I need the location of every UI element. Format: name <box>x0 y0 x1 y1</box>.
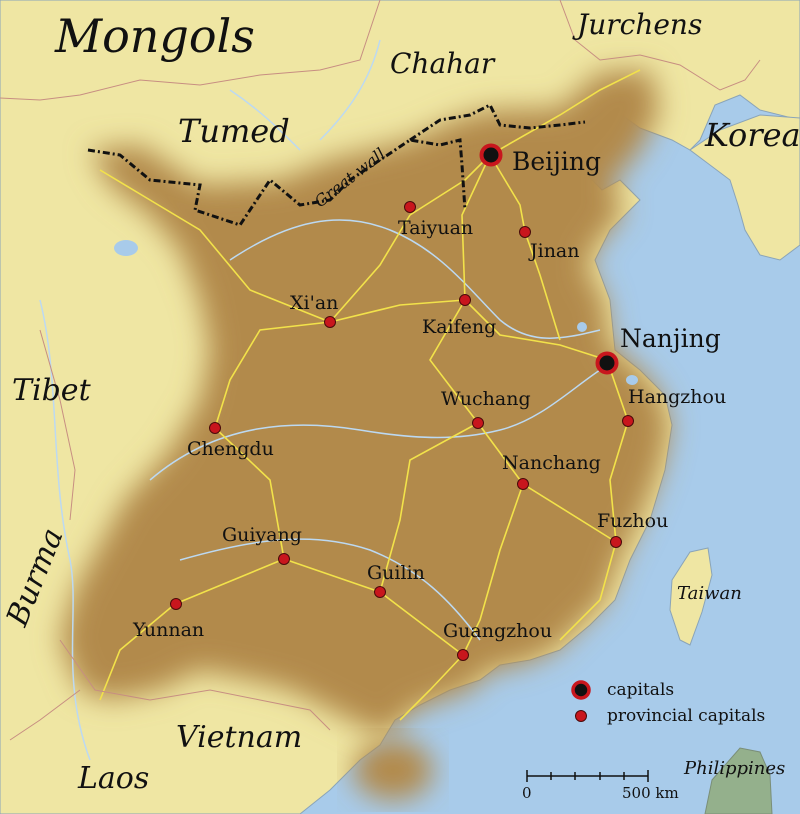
legend: capitals provincial capitals <box>571 680 765 726</box>
lake <box>114 240 138 256</box>
region-label-philippines: Philippines <box>683 758 785 779</box>
marker-guiyang <box>278 553 290 565</box>
city-label-fuzhou: Fuzhou <box>597 510 668 532</box>
ming-empire-territory <box>60 70 670 735</box>
marker-nanchang <box>517 478 529 490</box>
marker-hangzhou <box>622 415 634 427</box>
marker-fuzhou <box>610 536 622 548</box>
lake <box>626 375 638 385</box>
region-label-mongols: Mongols <box>54 9 255 63</box>
city-label-kaifeng: Kaifeng <box>422 316 496 338</box>
marker-taiyuan <box>404 201 416 213</box>
taiwan-land <box>669 547 713 646</box>
marker-chengdu <box>209 422 221 434</box>
roads <box>99 69 641 721</box>
region-label-laos: Laos <box>77 761 149 796</box>
marker-yunnan <box>170 598 182 610</box>
city-label-wuchang: Wuchang <box>441 388 531 410</box>
marker-wuchang <box>472 417 484 429</box>
legend-capital-marker <box>571 680 591 700</box>
scale-bar <box>526 770 649 782</box>
marker-kaifeng <box>459 294 471 306</box>
city-label-guilin: Guilin <box>367 562 425 584</box>
marker-jinan <box>519 226 531 238</box>
city-label-nanjing: Nanjing <box>620 324 721 353</box>
great-wall <box>409 102 586 142</box>
region-label-vietnam: Vietnam <box>176 720 302 755</box>
capital-marker-beijing <box>479 143 503 167</box>
region-label-taiwan: Taiwan <box>677 583 742 604</box>
region-label-chahar: Chahar <box>390 47 496 80</box>
city-label-guiyang: Guiyang <box>222 524 302 546</box>
city-label-hangzhou: Hangzhou <box>628 386 726 408</box>
marker-guangzhou <box>457 649 469 661</box>
region-label-tumed: Tumed <box>178 112 290 150</box>
provincial-capital-markers <box>170 201 634 661</box>
city-label-taiyuan: Taiyuan <box>398 217 473 239</box>
legend-label-provincial: provincial capitals <box>607 706 765 726</box>
rivers <box>39 39 601 761</box>
city-label-beijing: Beijing <box>512 147 601 176</box>
region-label-tibet: Tibet <box>12 373 92 408</box>
philippines-land <box>704 747 773 814</box>
legend-provincial-marker <box>575 710 587 722</box>
region-label-korea: Korea <box>704 116 800 154</box>
marker-guilin <box>374 586 386 598</box>
city-label-chengdu: Chengdu <box>187 438 274 460</box>
korea-land <box>689 114 800 261</box>
lake <box>577 322 587 332</box>
city-label-yunnan: Yunnan <box>132 619 204 641</box>
borders <box>0 0 761 741</box>
marker-xian <box>324 316 336 328</box>
legend-label-capitals: capitals <box>607 680 674 700</box>
scale-label-end: 500 km <box>622 784 679 802</box>
city-label-jinan: Jinan <box>528 240 580 262</box>
city-label-nanchang: Nanchang <box>502 452 601 474</box>
hainan-island <box>353 740 433 800</box>
city-label-xian: Xi'an <box>290 292 338 314</box>
region-label-jurchens: Jurchens <box>572 8 702 41</box>
city-label-guangzhou: Guangzhou <box>443 620 552 642</box>
great-wall <box>87 138 467 227</box>
scale-label-start: 0 <box>522 784 532 802</box>
capital-marker-nanjing <box>595 351 619 375</box>
